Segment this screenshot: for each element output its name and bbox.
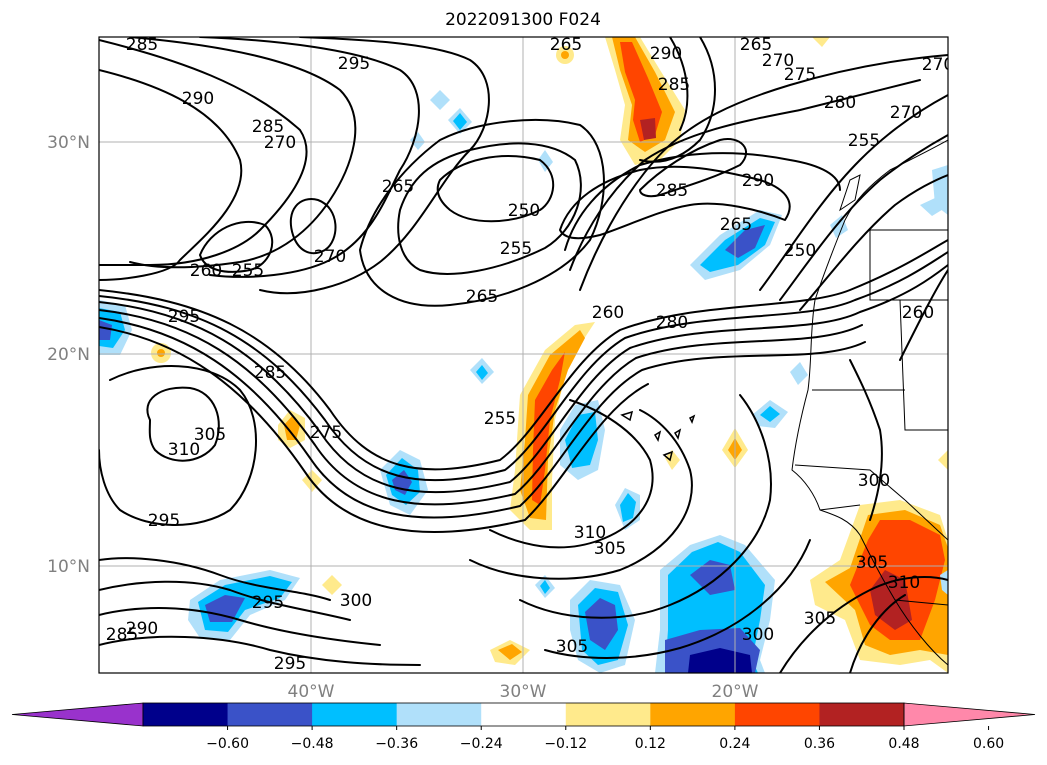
contour-labels: 285 295 290 285 270 265 265 290 285 265 …: [106, 35, 954, 674]
contour-label: 260: [190, 261, 222, 281]
colorbar-segment: [227, 703, 313, 726]
colorbar-tick-label: 0.12: [635, 736, 666, 752]
contour-label: 305: [856, 553, 888, 573]
latitude-labels: 30°N 20°N 10°N: [47, 133, 90, 577]
colorbar-tick-label: 0.60: [973, 736, 1004, 752]
colorbar-segment: [312, 703, 398, 726]
colorbar-segment: [650, 703, 736, 726]
contour-label: 295: [168, 307, 200, 327]
lon-label-20w: 20°W: [712, 682, 759, 702]
contour-label: 305: [594, 539, 626, 559]
contour-label: 265: [466, 287, 498, 307]
contour-label: 275: [310, 423, 342, 443]
contour-label: 295: [274, 654, 306, 674]
contour-label: 300: [858, 471, 890, 491]
lat-label-30n: 30°N: [47, 133, 90, 153]
contour-label: 310: [168, 440, 200, 460]
contour-label: 310: [888, 573, 920, 593]
islands: [620, 410, 696, 462]
contour-label: 310: [574, 523, 606, 543]
contour-label: 305: [556, 637, 588, 657]
lon-label-40w: 40°W: [288, 682, 335, 702]
contour-label: 300: [742, 625, 774, 645]
contour-label: 285: [252, 117, 284, 137]
colorbar-tick-label: −0.12: [544, 736, 587, 752]
contour-label: 250: [508, 201, 540, 221]
contour-label: 285: [126, 35, 158, 55]
contour-label: 285: [656, 181, 688, 201]
contour-label: 285: [254, 363, 286, 383]
contour-label: 265: [720, 215, 752, 235]
contour-label: 265: [740, 35, 772, 55]
contour-label: 260: [902, 303, 934, 323]
contour-label: 295: [148, 511, 180, 531]
contour-label: 270: [922, 55, 954, 75]
contour-label: 285: [658, 75, 690, 95]
lon-label-30w: 30°W: [500, 682, 547, 702]
colorbar-segment: [565, 703, 651, 726]
height-contours: [99, 37, 948, 673]
contour-label: 295: [252, 593, 284, 613]
contour-label: 255: [848, 131, 880, 151]
contour-label: 265: [382, 177, 414, 197]
contour-label: 275: [784, 65, 816, 85]
colorbar-tick-label: 0.48: [888, 736, 919, 752]
contour-label: 270: [890, 103, 922, 123]
colorbar-segment: [143, 703, 229, 726]
lat-label-10n: 10°N: [47, 557, 90, 577]
contour-label: 280: [824, 93, 856, 113]
lat-label-20n: 20°N: [47, 345, 90, 365]
contour-label: 260: [592, 303, 624, 323]
colorbar: −0.60 −0.48 −0.36 −0.24 −0.12 0.12 0.24 0.36 0.4…: [11, 702, 1036, 752]
longitude-labels: 40°W 30°W 20°W: [288, 682, 759, 702]
colorbar-frame: [142, 702, 905, 727]
map-frame: [98, 36, 949, 674]
colorbar-extend-low: [11, 702, 144, 727]
colorbar-extend-high: [903, 702, 1036, 727]
contour-label: 255: [500, 239, 532, 259]
contour-label: 250: [784, 241, 816, 261]
contour-label: 270: [314, 247, 346, 267]
contour-label: 270: [264, 133, 296, 153]
contour-label: 255: [232, 261, 264, 281]
contour-label: 255: [484, 409, 516, 429]
colorbar-tick-label: −0.60: [206, 736, 249, 752]
contour-label: 285: [106, 625, 138, 645]
contour-label: 290: [650, 44, 682, 64]
contour-label: 265: [550, 35, 582, 55]
colorbar-segment: [734, 703, 820, 726]
colorbar-tick-label: 0.36: [804, 736, 835, 752]
contour-label: 305: [194, 425, 226, 445]
contour-label: 290: [182, 89, 214, 109]
colorbar-segment: [396, 703, 482, 726]
contour-label: 290: [126, 619, 158, 639]
contour-label: 280: [656, 313, 688, 333]
contour-label: 305: [804, 609, 836, 629]
plot-title: 2022091300 F024: [445, 10, 601, 30]
colorbar-segment: [481, 703, 567, 726]
colorbar-tick-label: 0.24: [719, 736, 750, 752]
contour-label: 300: [340, 591, 372, 611]
contour-label: 290: [742, 171, 774, 191]
colorbar-segment: [819, 703, 905, 726]
coastline: [791, 139, 948, 666]
colorbar-tick-label: −0.48: [291, 736, 334, 752]
contour-label: 270: [762, 51, 794, 71]
colorbar-tick-label: −0.36: [375, 736, 418, 752]
colorbar-tick-label: −0.24: [460, 736, 503, 752]
map-area: 285 295 290 285 270 265 265 290 285 265 …: [98, 35, 954, 674]
contour-label: 295: [338, 54, 370, 74]
